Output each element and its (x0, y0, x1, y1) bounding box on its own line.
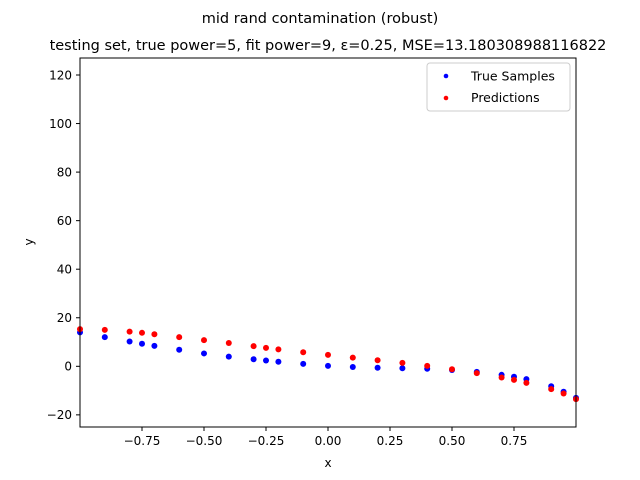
data-point (176, 334, 183, 341)
x-tick-label: −0.75 (124, 434, 161, 448)
data-point (101, 326, 108, 333)
data-point (374, 357, 381, 364)
legend-marker-true-samples (443, 73, 449, 79)
x-tick-label: −0.50 (186, 434, 223, 448)
data-point (374, 364, 381, 371)
data-point (424, 362, 431, 369)
data-point (548, 386, 555, 393)
y-tick-label: 40 (57, 263, 72, 277)
y-tick-label: 120 (49, 68, 72, 82)
data-point (201, 337, 207, 344)
data-point (263, 357, 269, 364)
data-point (399, 359, 406, 366)
data-point (176, 346, 183, 353)
data-point (325, 362, 331, 369)
y-tick-label: 100 (49, 117, 72, 131)
data-point (263, 344, 269, 351)
y-axis-label: y (22, 238, 36, 245)
data-points (77, 326, 579, 403)
legend-label-predictions: Predictions (471, 90, 540, 105)
data-point (275, 358, 282, 365)
data-point (201, 350, 207, 357)
data-point (511, 376, 517, 383)
legend-box (426, 62, 571, 112)
x-tick-label: 0.75 (501, 434, 528, 448)
x-tick-label: 0.50 (439, 434, 466, 448)
x-axis-label: x (324, 456, 331, 470)
legend-label-true-samples: True Samples (470, 69, 555, 84)
data-point (560, 390, 567, 397)
data-point (349, 354, 356, 361)
data-point (139, 329, 145, 336)
data-point (126, 338, 133, 345)
x-tick-label: 0.25 (377, 434, 404, 448)
data-point (449, 366, 455, 373)
data-point (349, 364, 356, 371)
y-tick-label: −20 (47, 408, 72, 422)
data-point (399, 365, 406, 372)
data-point (300, 360, 307, 367)
data-point (151, 342, 158, 349)
y-tick-label: 80 (57, 165, 72, 179)
y-tick-label: 60 (57, 214, 72, 228)
data-point (523, 379, 530, 386)
legend: True Samples Predictions (426, 62, 571, 112)
data-point (139, 340, 145, 347)
data-point (225, 340, 232, 346)
x-tick-label: 0.00 (315, 434, 342, 448)
data-point (300, 349, 307, 356)
x-axis: −0.75 −0.50 −0.25 0.00 0.25 0.50 0.75 (124, 427, 528, 448)
y-axis: −20 0 20 40 60 80 100 120 (47, 68, 80, 422)
data-point (225, 353, 232, 360)
data-point (325, 351, 331, 358)
data-point (250, 343, 257, 350)
data-point (250, 356, 257, 363)
data-point (473, 370, 480, 377)
x-tick-label: −0.25 (248, 434, 285, 448)
y-tick-label: 0 (64, 360, 72, 374)
data-point (101, 334, 108, 341)
data-point (275, 346, 282, 353)
data-point (126, 328, 133, 335)
chart-title: mid rand contamination (robust) (202, 11, 439, 27)
data-point (498, 374, 505, 381)
legend-marker-predictions (443, 95, 449, 101)
chart-subtitle: testing set, true power=5, fit power=9, … (50, 38, 607, 54)
y-tick-label: 20 (57, 311, 72, 325)
data-point (151, 331, 158, 338)
